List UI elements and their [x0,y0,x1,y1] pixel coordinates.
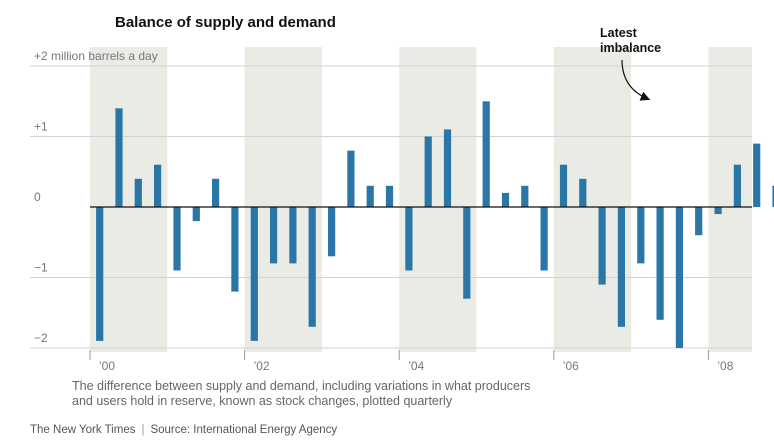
bar-q20 [463,207,471,299]
bar-q17 [405,207,413,271]
bar-q23 [521,185,529,207]
chart-caption: The difference between supply and demand… [72,379,531,408]
bar-q33 [714,207,722,215]
bar-q10 [270,207,278,264]
x-tick-label: ’00 [99,359,115,373]
annotation-arrow-icon [621,59,651,101]
bar-q3 [134,178,142,207]
bar-q11 [289,207,297,264]
x-tick-label: ’08 [717,359,733,373]
bar-q16 [385,185,394,207]
bar-q15 [366,185,374,207]
year-band-2008 [708,47,752,352]
bar-q5 [173,207,181,271]
bar-q32 [695,207,703,236]
bar-q29 [637,207,645,264]
bar-q14 [347,150,355,207]
bar-q9 [250,207,258,341]
bar-q7 [212,178,220,207]
y-tick-label: +1 [34,120,48,134]
bar-q21 [482,101,490,208]
bar-q6 [192,207,200,222]
bar-q34 [733,164,741,207]
y-tick-label: +2 million barrels a day [34,49,158,63]
y-tick-label: −1 [34,261,48,275]
bar-q4 [154,164,162,207]
x-tick-label: ’04 [408,359,424,373]
bar-q8 [231,207,239,292]
x-tick-label: ’02 [254,359,270,373]
source-note: Source: International Energy Agency [150,424,338,436]
credits-separator: | [141,424,145,436]
bar-q22 [501,192,510,207]
bar-q2 [115,108,123,207]
bar-q25 [559,164,568,207]
chart-title: Balance of supply and demand [115,14,336,31]
bar-q30 [656,207,664,320]
bar-q27 [598,207,606,285]
bar-q31 [675,207,683,348]
y-tick-label: −2 [34,331,48,345]
year-band-2004 [399,47,477,352]
bar-q28 [617,207,625,327]
bar-q12 [308,207,316,327]
annotation-label-line1: Latest [600,26,638,40]
bar-q1 [96,207,104,341]
publisher-name: The New York Times [30,424,136,436]
bar-q36 [772,185,774,207]
bar-q18 [424,136,432,207]
bar-q26 [579,178,587,207]
bar-q24 [540,207,548,271]
annotation-label-line2: imbalance [600,41,661,55]
y-tick-label: 0 [34,190,41,204]
latest-imbalance-annotation: Latest imbalance [600,26,661,101]
bar-q13 [328,207,336,257]
bar-q19 [443,129,452,207]
x-tick-label: ’06 [563,359,579,373]
bar-q35 [753,143,761,208]
credits: The New York Times | Source: International… [30,424,337,436]
